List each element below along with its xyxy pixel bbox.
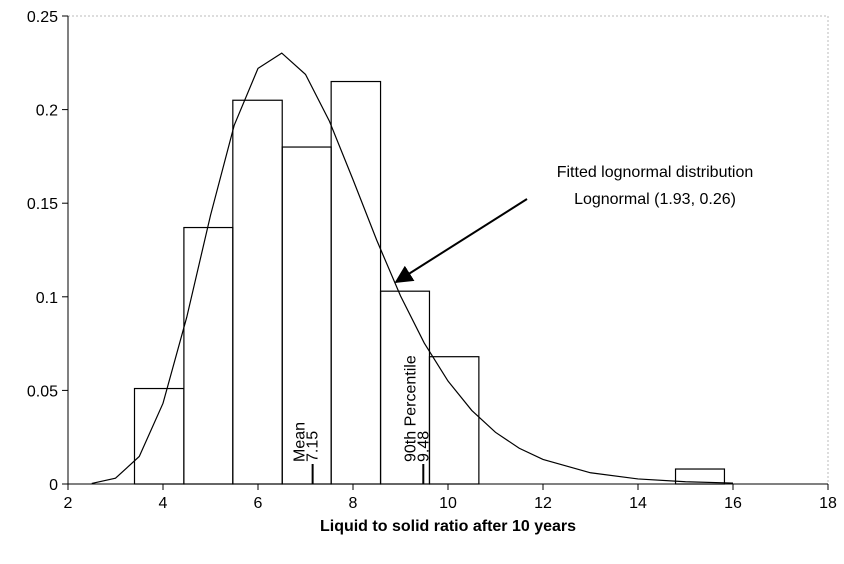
y-tick-label: 0.05 [27,383,58,400]
marker-value: 7.15 [305,431,322,462]
x-tick-label: 10 [439,495,457,512]
x-tick-label: 4 [159,495,168,512]
histogram-bar [232,99,283,485]
y-tick-label: 0.2 [36,103,58,120]
marker-label: Mean [292,422,309,462]
histogram-bar [330,80,382,485]
x-tick-label: 8 [349,495,358,512]
histogram-bar [183,226,234,485]
y-tick-label: 0.1 [36,290,58,307]
y-tick-label: 0.15 [27,196,58,213]
x-axis-label: Liquid to solid ratio after 10 years [320,518,576,535]
x-tick-label: 6 [254,495,263,512]
histogram-bar [428,356,480,485]
annotation: Fitted lognormal distribution [557,164,754,181]
x-tick-label: 2 [64,495,73,512]
x-tick-label: 16 [724,495,742,512]
annotation: Lognormal (1.93, 0.26) [574,191,736,208]
histogram-bar [133,387,185,485]
x-tick-label: 18 [819,495,837,512]
y-tick-label: 0 [49,477,58,494]
y-tick-label: 0.25 [27,9,58,26]
marker-value: 9.48 [415,431,432,462]
fit-curve [91,52,734,485]
x-tick-label: 14 [629,495,647,512]
marker-label: 90th Percentile [402,355,419,462]
x-tick-label: 12 [534,495,552,512]
annotation-arrow [394,198,528,283]
